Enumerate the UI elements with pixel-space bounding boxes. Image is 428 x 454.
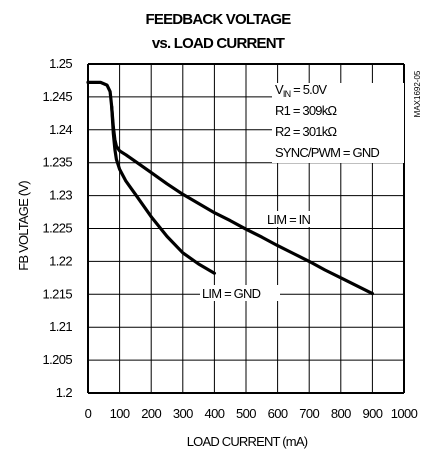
y-tick-labels: 1.251.2451.241.2351.231.2251.221.2151.21… bbox=[42, 56, 73, 400]
x-tick-label: 1000 bbox=[391, 406, 418, 421]
x-tick-label: 200 bbox=[141, 406, 161, 421]
chart-title-line1: FEEDBACK VOLTAGE bbox=[146, 11, 292, 28]
y-tick-label: 1.245 bbox=[42, 89, 72, 104]
x-tick-label: 800 bbox=[331, 406, 351, 421]
annotation-r1: R1 = 309kΩ bbox=[275, 103, 337, 118]
label-lim-gnd: LIM = GND bbox=[202, 286, 261, 301]
x-tick-label: 500 bbox=[236, 406, 256, 421]
y-tick-label: 1.235 bbox=[42, 155, 72, 170]
x-tick-label: 100 bbox=[110, 406, 130, 421]
x-axis-label: LOAD CURRENT (mA) bbox=[187, 434, 308, 449]
x-tick-label: 600 bbox=[268, 406, 288, 421]
figure-code: MAX1692-05 bbox=[413, 70, 422, 117]
label-lim-gnd-bg bbox=[200, 285, 280, 301]
x-tick-label: 900 bbox=[362, 406, 382, 421]
y-tick-label: 1.205 bbox=[42, 352, 72, 367]
y-tick-label: 1.22 bbox=[49, 253, 72, 268]
x-tick-labels: 0 100 200 300 400 500 600 700 800 900 1000 bbox=[85, 406, 419, 421]
y-tick-label: 1.23 bbox=[49, 188, 72, 203]
x-tick-label: 0 bbox=[85, 406, 92, 421]
y-tick-label: 1.24 bbox=[49, 122, 72, 137]
label-lim-in: LIM = IN bbox=[267, 212, 310, 227]
series-line-lim-gnd bbox=[110, 105, 216, 275]
x-tick-label: 300 bbox=[173, 406, 193, 421]
y-tick-label: 1.2 bbox=[56, 385, 73, 400]
series-lines bbox=[86, 80, 374, 296]
y-tick-label: 1.25 bbox=[49, 56, 72, 71]
annotation-vin: VIN = 5.0V bbox=[275, 82, 327, 99]
x-tick-label: 700 bbox=[299, 406, 319, 421]
y-tick-label: 1.21 bbox=[49, 319, 72, 334]
y-tick-label: 1.225 bbox=[42, 221, 72, 236]
x-tick-label: 400 bbox=[204, 406, 224, 421]
y-tick-label: 1.215 bbox=[42, 286, 72, 301]
annotation-r2: R2 = 301kΩ bbox=[275, 124, 337, 139]
y-axis-label: FB VOLTAGE (V) bbox=[16, 181, 31, 271]
annotation-box-bg bbox=[272, 83, 404, 163]
chart-title-line2: vs. LOAD CURRENT bbox=[152, 35, 285, 52]
annotation-sync: SYNC/PWM = GND bbox=[275, 145, 379, 160]
label-lim-in-bg bbox=[265, 211, 327, 227]
